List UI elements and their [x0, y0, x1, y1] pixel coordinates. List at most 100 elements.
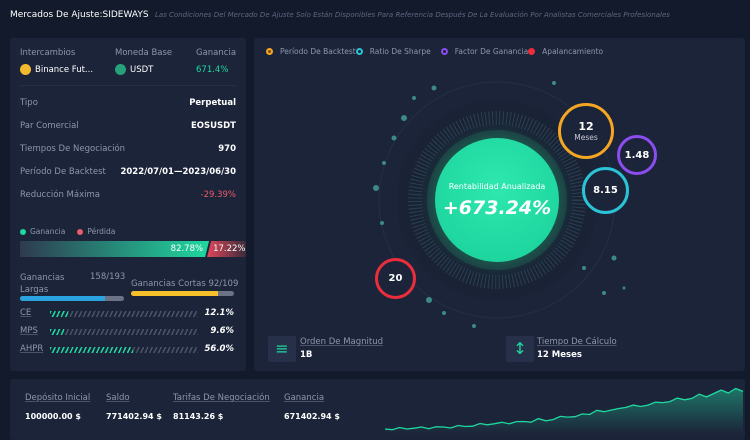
legend-label: Factor De Ganancia: [454, 47, 529, 56]
profit-value: 671.4%: [196, 65, 229, 75]
legend-label: Apalancamiento: [542, 47, 604, 56]
longs-label: Ganancias Largas: [20, 273, 65, 295]
tether-icon: [115, 64, 126, 75]
performance-panel: Período De Backtest Ratio De Sharpe Fact…: [254, 38, 745, 371]
metric-bar: [50, 311, 198, 317]
detail-row: Tiempos De Negociación 970: [20, 144, 236, 154]
sparkline-line: [385, 387, 744, 431]
detail-row: Tipo Perpetual: [20, 98, 236, 108]
legend-profit-factor[interactable]: Factor De Ganancia: [440, 47, 529, 56]
metric-label: MPS: [20, 326, 38, 336]
annualized-return-label: Rentabilidad Anualizada: [448, 181, 546, 191]
orbit-dot: [382, 161, 386, 165]
legend-sharpe[interactable]: Ratio De Sharpe: [355, 47, 431, 56]
orbit-dot: [611, 255, 617, 261]
page-title: Mercados De Ajuste:SIDEWAYS: [10, 10, 149, 20]
bottom-stat-label: Saldo: [106, 393, 130, 403]
equity-sparkline: [385, 387, 744, 434]
sharpe-value: 8.15: [593, 185, 618, 196]
metric-value: 9.6%: [210, 326, 234, 336]
detail-label: Reducción Máxima: [20, 190, 100, 200]
detail-label: Tiempos De Negociación: [20, 144, 126, 154]
detail-value: -29.39%: [200, 190, 236, 200]
bottom-stat-value: 100000.00 $: [25, 412, 81, 421]
detail-label: Período De Backtest: [20, 167, 106, 177]
base-value: USDT: [130, 65, 154, 75]
legend-leverage[interactable]: Apalancamiento: [528, 47, 603, 56]
bottom-stat-value: 771402.94 $: [106, 412, 162, 421]
legend-backtest[interactable]: Período De Backtest: [266, 47, 356, 56]
leverage-bubble: 20: [375, 258, 416, 299]
sparkline-area: [385, 388, 743, 434]
page-subtitle: Las Condiciones Del Mercado De Ajuste So…: [155, 11, 670, 19]
sort-list-icon: ↕: [506, 336, 534, 362]
orbit-dot: [426, 297, 432, 303]
win-percent: 82.78%: [170, 244, 204, 254]
orbit-dot: [391, 135, 397, 141]
metric-label: AHPR: [20, 344, 44, 354]
metric-label: CE: [20, 308, 32, 318]
detail-value: EOSUSDT: [190, 121, 236, 131]
bottom-stat-label: Ganancia: [284, 393, 325, 403]
exchange-label: Intercambios: [20, 48, 76, 58]
bottom-stat-value: 671402.94 $: [284, 412, 340, 421]
balance-panel: Depósito Inicial 100000.00 $ Saldo 771402.9…: [10, 379, 745, 440]
profit-factor-value: 1.48: [624, 149, 650, 161]
loss-bar: 17.22%: [207, 241, 246, 257]
detail-value: 970: [218, 144, 236, 154]
shorts-bar: [131, 291, 234, 296]
orbit-dot: [552, 81, 556, 85]
detail-label: Tipo: [20, 98, 38, 108]
orbit-dot: [442, 311, 446, 315]
metric-bar: [50, 329, 198, 335]
calc-time-value: 12 Meses: [537, 350, 582, 360]
legend-label: Período De Backtest: [280, 47, 356, 56]
calc-time-label: Tiempo De Cálculo: [537, 337, 617, 347]
magnitude-label: Orden De Magnitud: [300, 337, 384, 347]
profit-factor-bubble: 1.48: [617, 135, 657, 175]
period-unit: Meses: [574, 133, 598, 142]
exchange-value: Binance Fut...: [35, 65, 94, 75]
detail-value: Perpetual: [189, 98, 236, 108]
orbit-dot: [401, 115, 407, 121]
longs-bar: [20, 296, 124, 301]
orbit-dot: [602, 291, 606, 295]
metric-bar: [50, 347, 198, 353]
shorts-value: 92/109: [208, 279, 239, 289]
longs-value: 158/193: [90, 272, 126, 282]
metric-value: 56.0%: [204, 344, 235, 354]
period-value: 12: [578, 120, 594, 133]
database-icon: ≡: [268, 336, 296, 362]
orbit-dot: [412, 96, 416, 100]
sharpe-bubble: 8.15: [582, 167, 629, 214]
profit-label: Ganancia: [196, 48, 237, 58]
detail-row: Par Comercial EOSUSDT: [20, 121, 236, 131]
loss-legend-label: Pérdida: [87, 227, 116, 236]
binance-icon: [20, 64, 31, 75]
orbit-dot: [380, 221, 384, 225]
detail-label: Par Comercial: [20, 121, 79, 131]
divider: [20, 85, 236, 86]
win-bar: 82.78%: [20, 241, 209, 257]
bottom-stat-label: Depósito Inicial: [25, 393, 91, 403]
win-legend-label: Ganancia: [30, 227, 66, 236]
metric-value: 12.1%: [204, 308, 235, 318]
backtest-period-bubble: 12 Meses: [558, 103, 614, 159]
orbit-dot: [373, 185, 379, 191]
detail-row: Período De Backtest 2022/07/01—2023/06/30: [20, 167, 236, 177]
annualized-return-circle: Rentabilidad Anualizada +673.24%: [435, 138, 559, 262]
bottom-stat-label: Tarifas De Negociación: [173, 393, 270, 403]
orbit-dot: [472, 324, 476, 328]
winloss-legend: Ganancia Pérdida: [20, 227, 115, 236]
orbit-dot: [431, 85, 437, 91]
orbit-dot: [582, 266, 586, 270]
annualized-return-value: +673.24%: [442, 196, 552, 219]
detail-row: Reducción Máxima -29.39%: [20, 190, 236, 200]
bottom-stat-value: 81143.26 $: [173, 412, 224, 421]
orbit-dot: [622, 286, 626, 290]
detail-value: 2022/07/01—2023/06/30: [120, 167, 236, 177]
loss-percent: 17.22%: [213, 244, 246, 254]
summary-panel: Intercambios Moneda Base Ganancia Binanc…: [10, 38, 246, 371]
leverage-value: 20: [388, 273, 403, 284]
magnitude-value: 1B: [300, 350, 313, 360]
